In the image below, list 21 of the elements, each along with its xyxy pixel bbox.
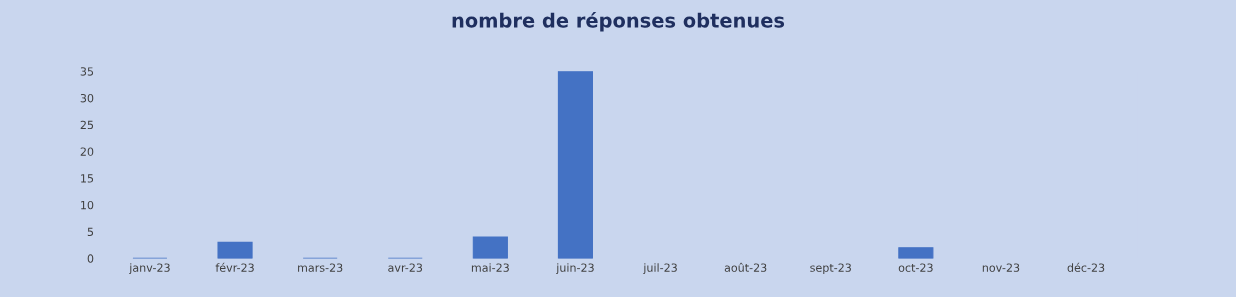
x-tick-label: févr-23 [215, 262, 254, 272]
y-tick-label: 5 [87, 227, 94, 237]
y-tick-label: 15 [81, 174, 94, 183]
chart-title: nombre de réponses obtenues [452, 11, 785, 32]
x-tick-label: août-23 [724, 262, 767, 272]
y-tick-label: 35 [80, 67, 94, 76]
y-tick-label: 30 [80, 93, 94, 103]
x-tick-label: déc-23 [1067, 262, 1105, 272]
x-tick-label: mars-23 [298, 263, 343, 272]
y-tick-label: 0 [87, 254, 94, 263]
y-tick-label: 20 [80, 147, 94, 156]
x-tick-label: nov-23 [982, 263, 1020, 272]
y-tick-label: 25 [80, 120, 94, 130]
x-tick-label: avr-23 [388, 263, 423, 272]
y-tick-label: 10 [81, 200, 94, 210]
x-tick-label: juil-23 [643, 263, 677, 274]
x-tick-label: janv-23 [129, 263, 170, 274]
x-tick-label: juin-23 [556, 263, 594, 274]
x-tick-label: oct-23 [898, 263, 933, 272]
x-tick-label: sept-23 [810, 263, 851, 274]
x-tick-label: mai-23 [471, 263, 509, 272]
